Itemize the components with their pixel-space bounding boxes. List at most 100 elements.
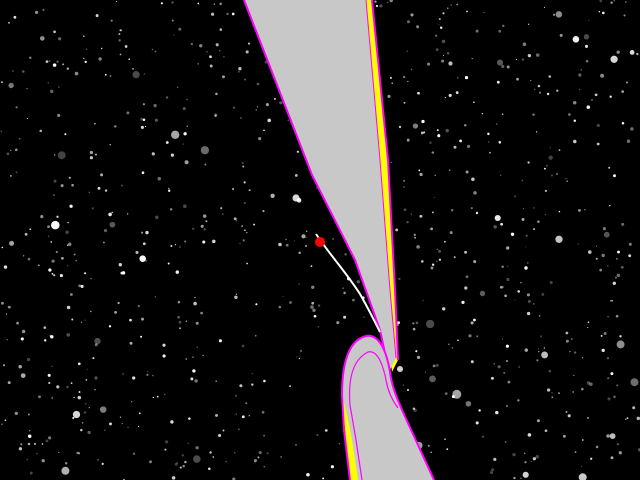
star [73,396,75,399]
star [532,113,535,116]
star [47,373,51,377]
star [559,33,563,37]
star [104,189,108,192]
star [527,53,532,58]
star [119,29,122,32]
star [600,334,603,337]
star [610,1,613,4]
track-upper-right-edge [371,0,399,361]
star [407,80,409,82]
star [479,290,486,297]
star [27,434,32,439]
star [109,144,111,146]
star [407,20,410,24]
star [88,191,90,193]
star [548,369,552,373]
star [225,460,228,463]
star [219,2,222,6]
star [80,428,83,432]
star [431,151,435,154]
star [395,228,399,232]
star [374,0,377,3]
star [48,235,50,237]
star [610,55,618,63]
star [209,64,213,68]
star [499,174,502,177]
star [202,214,207,218]
star [416,125,418,128]
star [436,129,439,132]
star [164,440,169,444]
race-track [243,0,435,480]
star [226,12,229,16]
star [170,153,175,157]
star [9,240,15,246]
star [489,151,491,154]
star [95,14,99,18]
star [61,466,70,475]
star [52,63,57,67]
star [263,379,266,383]
star [415,350,418,353]
star [215,43,219,47]
star [352,298,355,302]
star [316,433,319,437]
star [397,321,400,324]
star [22,254,25,257]
star [263,129,265,132]
star [267,118,271,123]
star [490,376,494,380]
star [555,235,563,243]
star [185,358,187,360]
star [501,64,505,69]
star [483,11,485,14]
star [77,362,81,366]
star [533,303,535,305]
star [190,377,194,381]
star [343,291,346,295]
star [214,114,217,117]
star [549,280,553,285]
star [248,189,251,192]
star [541,292,545,296]
star [435,363,439,368]
star [588,250,592,254]
star [74,71,79,76]
star [572,36,580,43]
ship-trail [315,233,381,333]
star [40,36,45,41]
star [162,343,166,347]
star [257,456,260,459]
star [526,293,530,297]
star [438,18,441,21]
star [434,174,437,177]
star [47,82,49,84]
star [525,246,527,248]
star [419,172,423,177]
star [282,295,284,297]
star [121,422,123,425]
star [459,139,463,143]
star [253,459,257,463]
star [72,410,81,419]
star [436,248,438,250]
star [118,33,121,36]
star [565,177,567,180]
star [444,438,446,441]
star [584,208,586,211]
star [578,73,582,77]
star [258,136,262,141]
star [174,462,178,466]
star [167,262,170,265]
star [246,231,248,234]
star [317,304,321,307]
star [57,113,61,117]
star [154,118,159,122]
star [204,163,207,166]
star [223,55,225,58]
star [558,149,561,151]
star [279,101,283,105]
star [502,113,504,115]
